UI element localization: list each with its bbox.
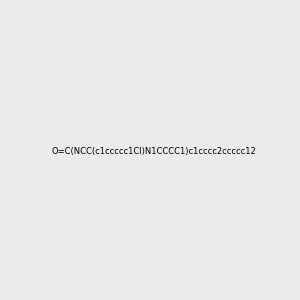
Text: O=C(NCC(c1ccccc1Cl)N1CCCC1)c1cccc2ccccc12: O=C(NCC(c1ccccc1Cl)N1CCCC1)c1cccc2ccccc1… bbox=[51, 147, 256, 156]
